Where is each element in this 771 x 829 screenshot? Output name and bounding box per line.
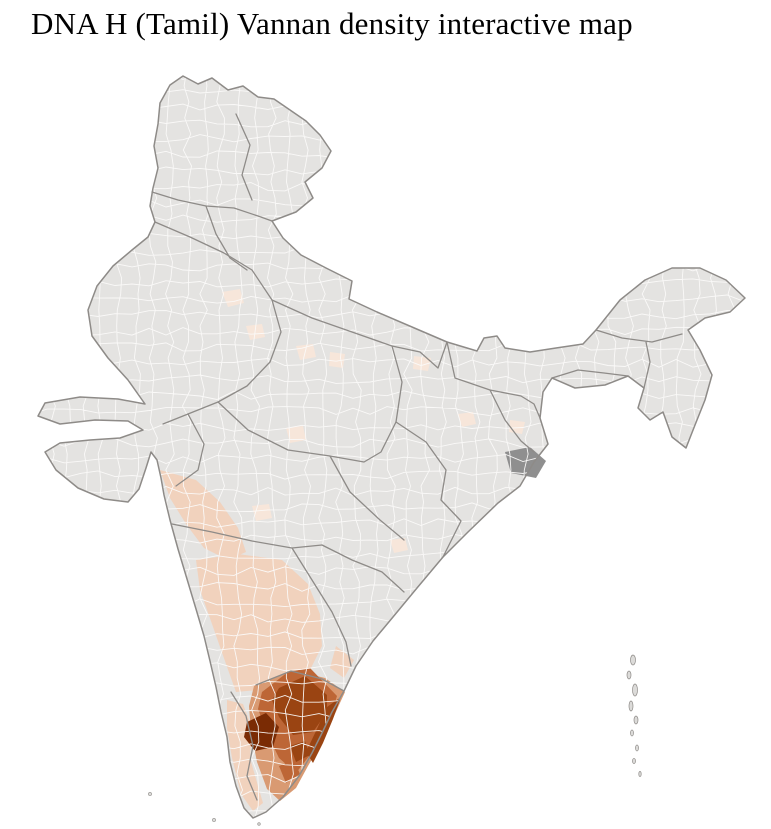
island[interactable] (630, 729, 634, 737)
island[interactable] (212, 818, 216, 822)
state-border (291, 544, 405, 667)
state-border (205, 205, 248, 271)
island[interactable] (148, 792, 152, 796)
lakshadweep-islands[interactable] (148, 792, 261, 826)
island[interactable] (632, 758, 636, 764)
island[interactable] (630, 654, 636, 666)
island[interactable] (626, 670, 632, 680)
state-border (551, 329, 683, 389)
island[interactable] (638, 771, 642, 777)
state-borders (151, 113, 683, 801)
state-border (329, 455, 405, 541)
density-cell[interactable] (330, 646, 354, 678)
density-cell[interactable] (246, 324, 265, 340)
density-cell[interactable] (286, 426, 306, 443)
density-cell[interactable] (390, 538, 408, 553)
state-border (235, 113, 253, 201)
india-landmass[interactable] (38, 76, 745, 818)
state-border (171, 523, 323, 549)
state-border (151, 191, 273, 222)
state-border (154, 221, 282, 425)
dark-grey-district-patch[interactable] (505, 447, 546, 478)
density-scatter-cells[interactable] (222, 289, 525, 553)
island[interactable] (632, 683, 638, 697)
density-cell[interactable] (413, 356, 431, 371)
state-border (395, 421, 462, 558)
island[interactable] (257, 822, 261, 826)
density-zone-kerala[interactable] (227, 700, 263, 811)
density-zone-karnataka[interactable] (196, 554, 322, 692)
density-zone-tamilnadu-cluster[interactable] (272, 676, 327, 735)
state-border (175, 413, 205, 487)
page-title: DNA H (Tamil) Vannan density interactive… (31, 6, 633, 41)
india-national-border (37, 75, 746, 819)
island[interactable] (628, 700, 634, 712)
state-border (446, 341, 541, 453)
island[interactable] (635, 744, 639, 752)
andaman-nicobar-islands[interactable] (626, 654, 642, 777)
state-border (271, 299, 448, 369)
state-border (230, 670, 345, 801)
state-border (217, 345, 403, 463)
island[interactable] (633, 715, 639, 725)
density-cell[interactable] (458, 412, 476, 427)
